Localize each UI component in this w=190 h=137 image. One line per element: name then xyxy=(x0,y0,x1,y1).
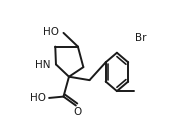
Text: HO: HO xyxy=(30,93,46,103)
Text: HO: HO xyxy=(43,27,59,37)
Text: HN: HN xyxy=(35,60,51,70)
Text: Br: Br xyxy=(135,33,146,43)
Text: O: O xyxy=(73,107,81,117)
